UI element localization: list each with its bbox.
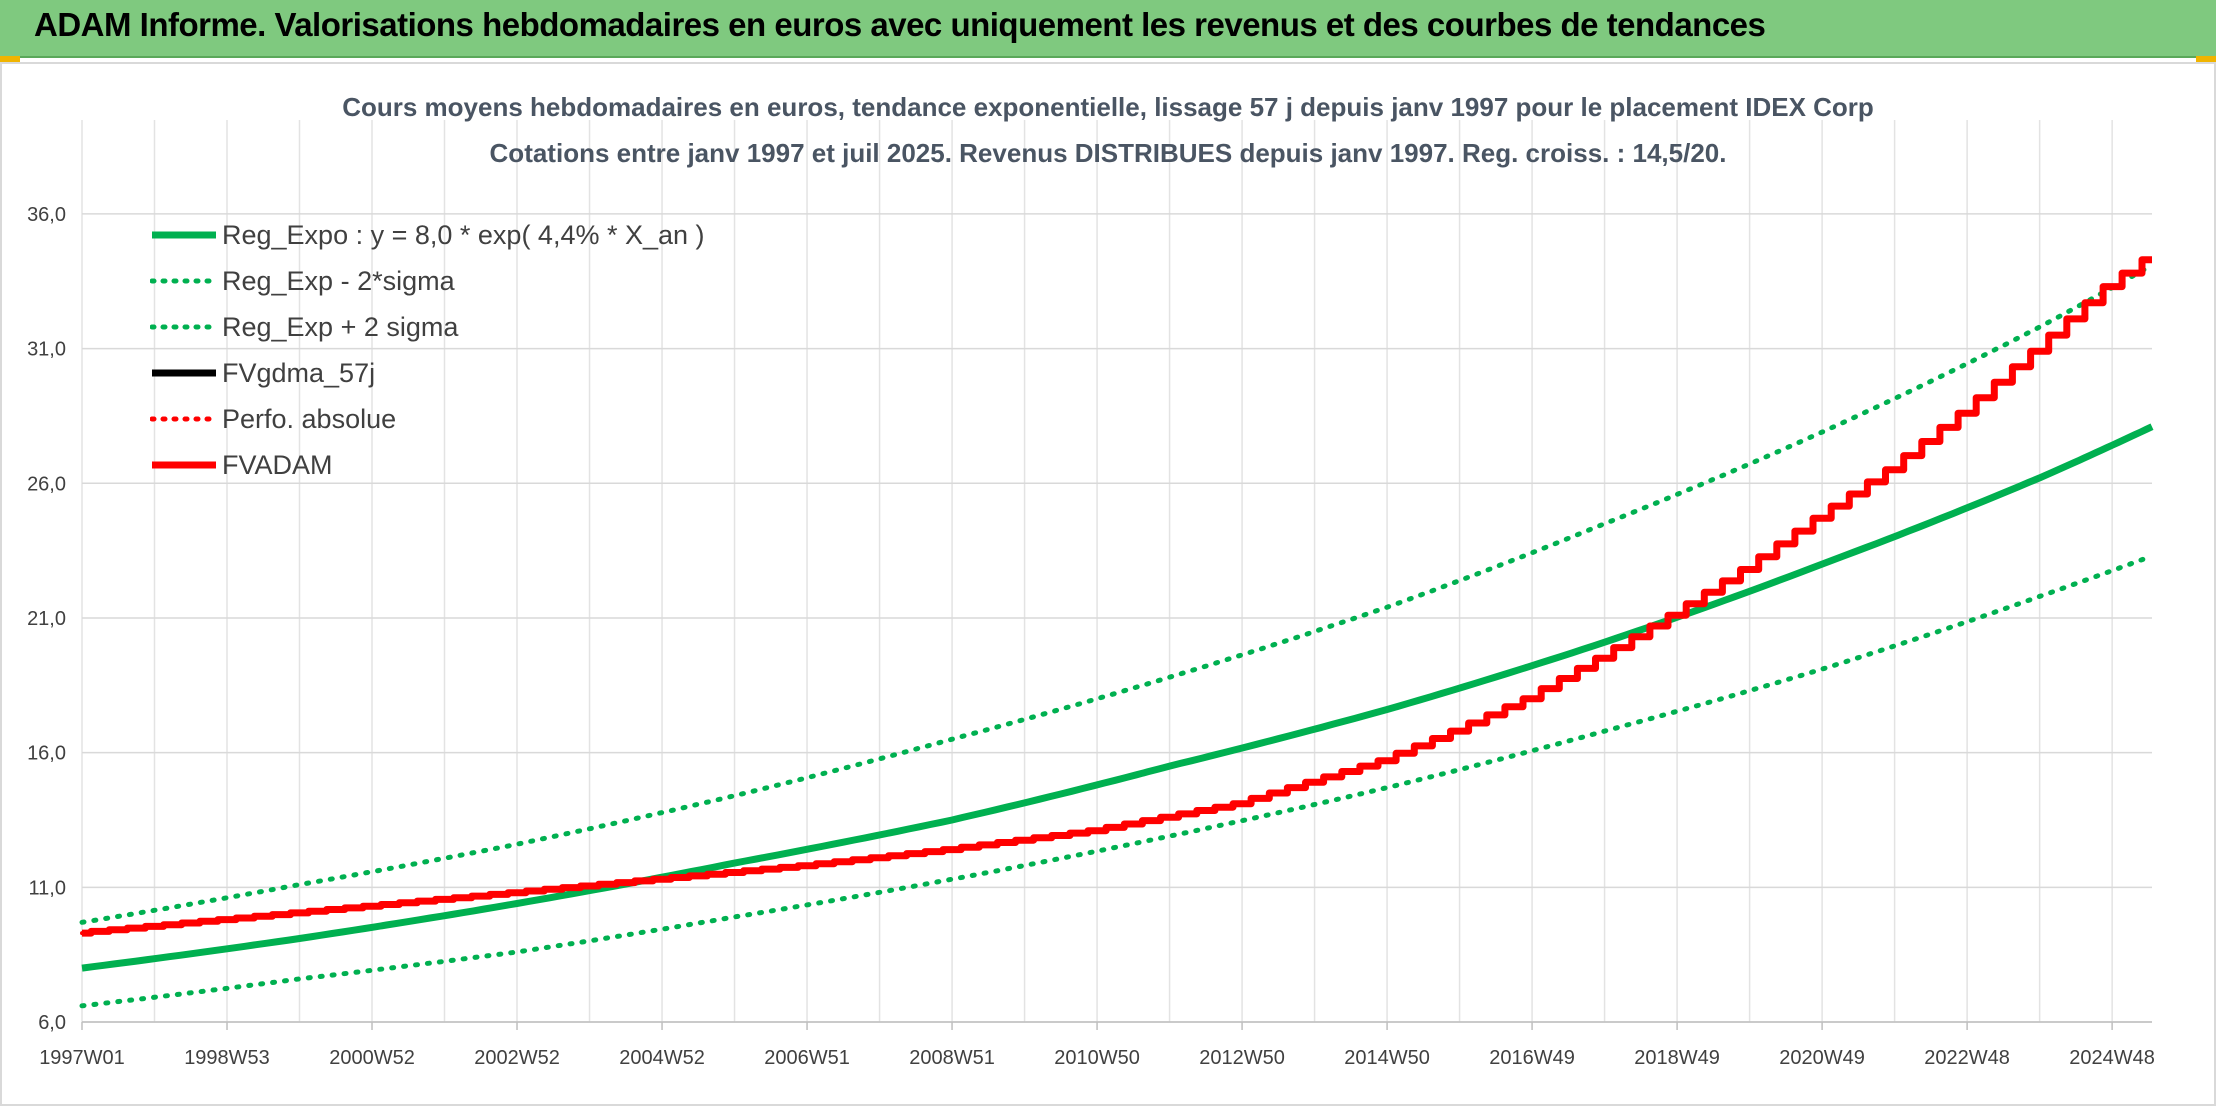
y-tick-label: 11,0 bbox=[29, 877, 66, 899]
legend-swatch bbox=[152, 231, 216, 239]
x-tick-label: 2006W51 bbox=[764, 1047, 850, 1069]
legend-swatch bbox=[152, 461, 216, 469]
y-tick-label: 31,0 bbox=[27, 339, 66, 361]
x-tick-label: 2008W51 bbox=[909, 1047, 995, 1069]
x-tick-label: 1997W01 bbox=[39, 1047, 125, 1069]
corner-accent-left bbox=[0, 56, 20, 62]
legend-item: FVgdma_57j bbox=[150, 350, 705, 396]
legend-label: FVADAM bbox=[222, 449, 333, 480]
series-line-2 bbox=[79, 262, 2155, 925]
legend-swatch bbox=[150, 278, 218, 284]
x-tick-label: 2012W50 bbox=[1199, 1047, 1285, 1069]
legend-item: Reg_Expo : y = 8,0 * exp( 4,4% * X_an ) bbox=[150, 212, 705, 258]
x-tick-label: 2024W48 bbox=[2069, 1047, 2155, 1069]
legend-label: Reg_Exp + 2 sigma bbox=[222, 311, 459, 342]
x-tick-label: 2022W48 bbox=[1924, 1047, 2010, 1069]
x-tick-label: 2004W52 bbox=[619, 1047, 705, 1069]
corner-accent-right bbox=[2196, 56, 2216, 62]
legend-label: Reg_Expo : y = 8,0 * exp( 4,4% * X_an ) bbox=[222, 219, 705, 250]
y-tick-label: 6,0 bbox=[38, 1012, 66, 1034]
series-line-5 bbox=[82, 256, 2152, 937]
chart-subtitle: Cotations entre janv 1997 et juil 2025. … bbox=[489, 138, 1727, 168]
y-tick-label: 26,0 bbox=[27, 473, 66, 495]
series-line-0 bbox=[81, 423, 2154, 972]
legend-label: Reg_Exp - 2*sigma bbox=[222, 265, 455, 296]
x-tick-label: 2020W49 bbox=[1779, 1047, 1865, 1069]
legend-swatch bbox=[150, 324, 218, 330]
x-tick-label: 1998W53 bbox=[184, 1047, 270, 1069]
y-tick-label: 16,0 bbox=[27, 743, 66, 765]
x-tick-label: 2014W50 bbox=[1344, 1047, 1430, 1069]
x-tick-label: 2000W52 bbox=[329, 1047, 415, 1069]
x-tick-label: 2010W50 bbox=[1054, 1047, 1140, 1069]
y-tick-label: 36,0 bbox=[27, 204, 66, 226]
legend-item: Reg_Exp - 2*sigma bbox=[150, 258, 705, 304]
legend-swatch bbox=[152, 369, 216, 377]
chart-legend: Reg_Expo : y = 8,0 * exp( 4,4% * X_an ) R… bbox=[150, 212, 705, 488]
header-banner: ADAM Informe. Valorisations hebdomadaire… bbox=[0, 0, 2216, 58]
legend-swatch bbox=[150, 416, 218, 422]
chart-title: Cours moyens hebdomadaires en euros, ten… bbox=[342, 92, 1874, 122]
legend-item: FVADAM bbox=[150, 442, 705, 488]
y-tick-label: 21,0 bbox=[27, 608, 66, 630]
legend-item: Reg_Exp + 2 sigma bbox=[150, 304, 705, 350]
legend-item: Perfo. absolue bbox=[150, 396, 705, 442]
series-line-1 bbox=[79, 553, 2155, 1009]
report-title: ADAM Informe. Valorisations hebdomadaire… bbox=[34, 6, 1766, 43]
legend-label: FVgdma_57j bbox=[222, 357, 376, 388]
chart-panel bbox=[0, 62, 2216, 1106]
x-tick-label: 2016W49 bbox=[1489, 1047, 1575, 1069]
x-tick-label: 2002W52 bbox=[474, 1047, 560, 1069]
x-tick-label: 2018W49 bbox=[1634, 1047, 1720, 1069]
legend-label: Perfo. absolue bbox=[222, 403, 397, 434]
